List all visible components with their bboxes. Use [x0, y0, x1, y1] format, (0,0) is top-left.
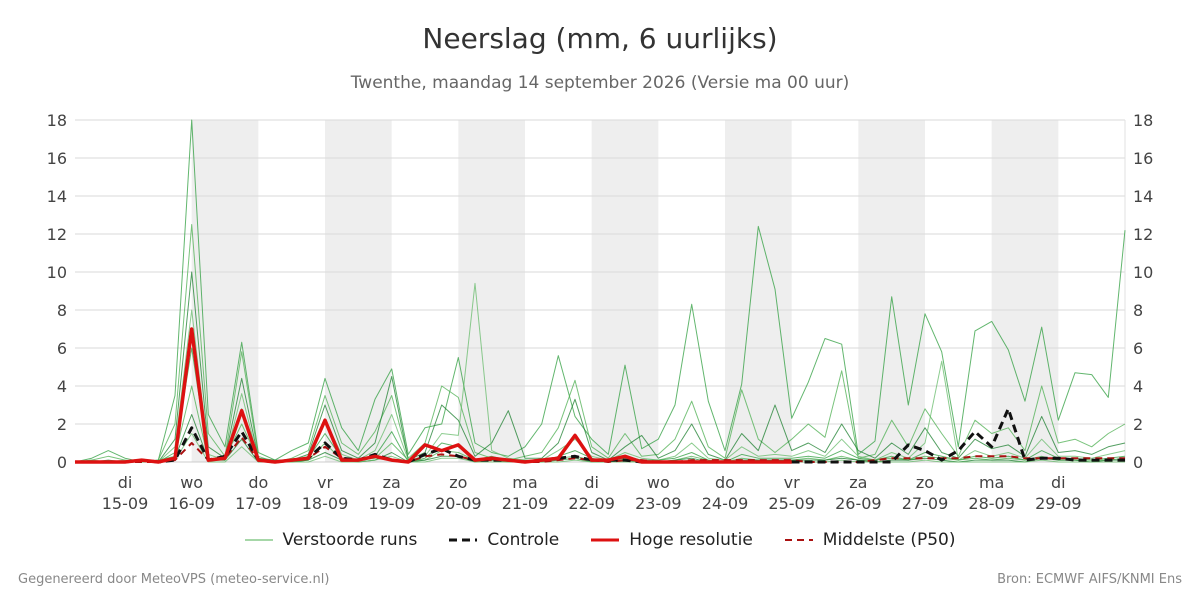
x-tick-weekday: vr [784, 473, 800, 492]
chart-subtitle: Twenthe, maandag 14 september 2026 (Vers… [350, 73, 850, 93]
x-tick-weekday: za [849, 473, 867, 492]
x-tick-weekday: ma [512, 473, 537, 492]
y-tick-label: 6 [57, 339, 67, 358]
legend-swatch-median [784, 539, 813, 541]
y-tick-label: 4 [1133, 377, 1143, 396]
y-axis-left: 0 2 4 6 8 10 12 14 16 18 [47, 111, 67, 472]
legend-label: Middelste (P50) [822, 530, 956, 550]
x-tick-date: 27-09 [902, 494, 949, 513]
x-tick-date: 24-09 [702, 494, 749, 513]
y-tick-label: 10 [1133, 263, 1153, 282]
x-tick-date: 25-09 [768, 494, 815, 513]
legend-swatch-hires [591, 538, 620, 542]
legend-swatch-control [449, 538, 478, 542]
day-band [991, 120, 1059, 462]
ensemble-member-line [75, 282, 1126, 463]
y-tick-label: 18 [1133, 111, 1153, 130]
footer-credit: Gegenereerd door MeteoVPS (meteo-service… [18, 572, 330, 587]
x-tick-date: 23-09 [635, 494, 682, 513]
x-tick-date: 17-09 [235, 494, 282, 513]
x-axis: di 15-09 wo 16-09 do 17-09 vr 18-09 za 19-09 zo 20-… [75, 461, 1125, 513]
series-lines [74, 119, 1126, 464]
day-band [591, 120, 659, 462]
y-tick-label: 2 [1133, 415, 1143, 434]
hires-line [75, 327, 792, 464]
x-tick-date: 19-09 [368, 494, 415, 513]
legend-label: Controle [487, 530, 560, 550]
legend-item-median: Middelste (P50) [784, 530, 956, 550]
day-band [858, 120, 925, 462]
y-axis-right: 0 2 4 6 8 10 12 14 16 18 [1133, 111, 1153, 472]
x-tick-date: 29-09 [1035, 494, 1082, 513]
x-tick-weekday: ma [979, 473, 1004, 492]
y-tick-label: 16 [1133, 149, 1153, 168]
x-tick-date: 26-09 [835, 494, 882, 513]
day-band [325, 120, 392, 462]
x-tick-date: 20-09 [435, 494, 482, 513]
y-tick-label: 0 [57, 453, 67, 472]
y-tick-label: 16 [47, 149, 67, 168]
y-tick-label: 2 [57, 415, 67, 434]
x-tick-date: 15-09 [102, 494, 149, 513]
y-tick-label: 18 [47, 111, 67, 130]
x-tick-weekday: wo [647, 473, 670, 492]
x-tick-weekday: wo [180, 473, 203, 492]
x-tick-weekday: vr [317, 473, 333, 492]
day-band [458, 120, 525, 462]
x-tick-weekday: za [383, 473, 401, 492]
y-tick-label: 12 [47, 225, 67, 244]
y-tick-label: 14 [47, 187, 67, 206]
legend-label: Verstoorde runs [282, 530, 418, 550]
x-tick-date: 28-09 [968, 494, 1015, 513]
x-tick-weekday: di [1051, 473, 1066, 492]
x-tick-date: 22-09 [568, 494, 615, 513]
y-tick-label: 4 [57, 377, 67, 396]
legend-item-control: Controle [449, 530, 559, 550]
legend: Verstoorde runs Controle Hoge resolutie … [0, 530, 1200, 550]
y-tick-label: 8 [1133, 301, 1143, 320]
y-tick-label: 10 [47, 263, 67, 282]
x-tick-date: 16-09 [168, 494, 215, 513]
ensemble-member-line [74, 119, 1126, 463]
legend-label: Hoge resolutie [629, 530, 753, 550]
y-tick-label: 0 [1133, 453, 1143, 472]
y-tick-label: 14 [1133, 187, 1153, 206]
x-tick-weekday: do [248, 473, 268, 492]
chart-title: Neerslag (mm, 6 uurlijks) [422, 22, 778, 55]
x-tick-weekday: do [715, 473, 735, 492]
x-tick-weekday: zo [449, 473, 467, 492]
footer-source: Bron: ECMWF AIFS/KNMI Ens [997, 572, 1182, 587]
x-tick-date: 21-09 [502, 494, 549, 513]
x-tick-date: 18-09 [302, 494, 349, 513]
ensemble-member-line [74, 224, 1126, 463]
legend-item-hires: Hoge resolutie [591, 530, 753, 550]
day-bands [191, 120, 1059, 462]
legend-item-ensemble: Verstoorde runs [244, 530, 418, 550]
x-tick-weekday: zo [916, 473, 934, 492]
y-tick-label: 6 [1133, 339, 1143, 358]
ensemble-member-line [75, 433, 1125, 463]
y-tick-label: 12 [1133, 225, 1153, 244]
legend-swatch-ensemble [244, 539, 273, 541]
y-tick-label: 8 [57, 301, 67, 320]
x-tick-weekday: di [584, 473, 599, 492]
x-tick-weekday: di [118, 473, 133, 492]
